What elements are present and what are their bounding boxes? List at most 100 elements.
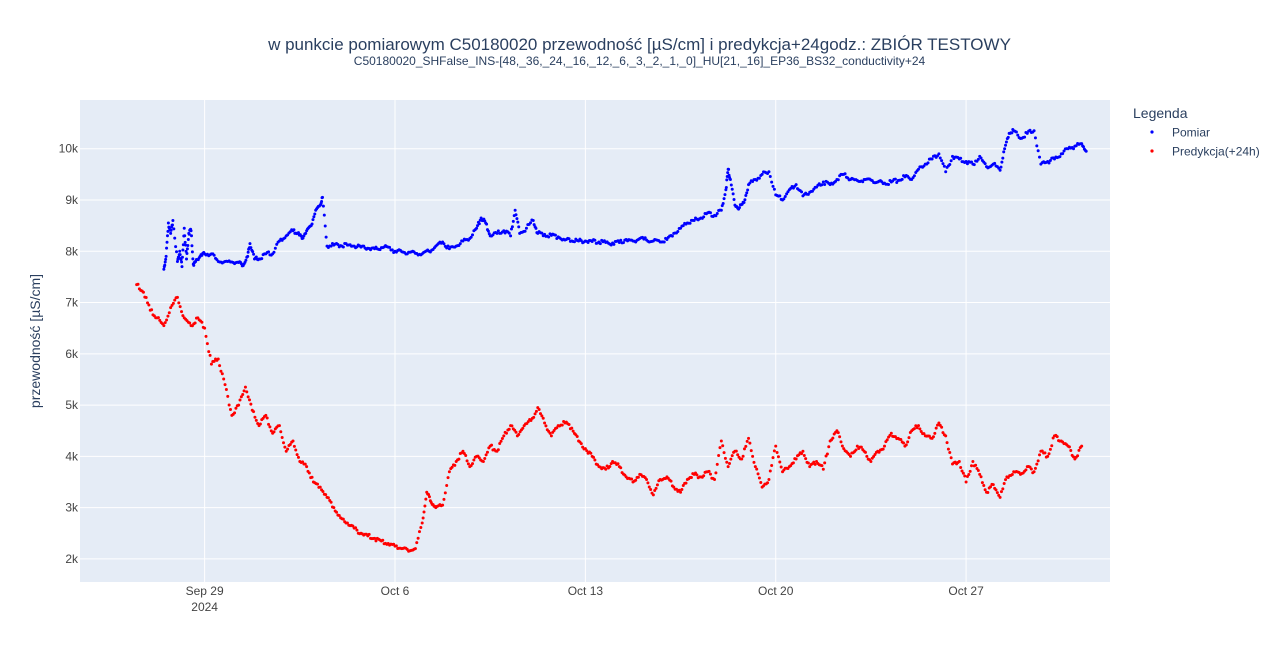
data-point bbox=[724, 188, 728, 192]
data-point bbox=[324, 493, 328, 497]
data-point bbox=[246, 250, 250, 254]
data-point bbox=[804, 457, 808, 461]
data-point bbox=[723, 456, 727, 460]
data-point bbox=[471, 233, 475, 237]
legend-item-predykcja[interactable]: Predykcja(+24h) bbox=[1150, 145, 1260, 159]
data-point bbox=[843, 172, 847, 176]
data-point bbox=[465, 459, 469, 463]
data-point bbox=[757, 176, 761, 180]
data-point bbox=[243, 385, 247, 389]
data-point bbox=[767, 477, 771, 481]
data-point bbox=[726, 465, 730, 469]
data-point bbox=[976, 157, 980, 161]
data-point bbox=[496, 229, 500, 233]
data-point bbox=[477, 456, 481, 460]
data-point bbox=[571, 429, 575, 433]
data-point bbox=[498, 442, 502, 446]
data-point bbox=[466, 462, 470, 466]
data-point bbox=[669, 479, 673, 483]
data-point bbox=[779, 465, 783, 469]
data-point bbox=[888, 433, 892, 437]
data-point bbox=[771, 456, 775, 460]
data-point bbox=[748, 441, 752, 445]
data-point bbox=[169, 231, 173, 235]
x-tick-label: Oct 20 bbox=[758, 584, 794, 598]
data-point bbox=[553, 233, 557, 237]
data-point bbox=[286, 447, 290, 451]
data-point bbox=[335, 510, 339, 514]
data-point bbox=[775, 450, 779, 454]
data-point bbox=[544, 424, 548, 428]
data-point bbox=[521, 426, 525, 430]
grid-lines bbox=[80, 100, 1110, 582]
data-point bbox=[458, 242, 462, 246]
data-point bbox=[233, 411, 237, 415]
data-point bbox=[915, 426, 919, 430]
data-point bbox=[904, 443, 908, 447]
data-point bbox=[394, 544, 398, 548]
data-point bbox=[304, 231, 308, 235]
data-point bbox=[729, 457, 733, 461]
chart-title: w punkcie pomiarowym C50180020 przewodno… bbox=[267, 35, 1011, 54]
data-point bbox=[447, 470, 451, 474]
data-point bbox=[483, 457, 487, 461]
y-tick-label: 5k bbox=[65, 398, 79, 412]
data-point bbox=[723, 193, 727, 197]
data-point bbox=[532, 415, 536, 419]
data-point bbox=[181, 314, 185, 318]
data-point bbox=[949, 456, 953, 460]
data-point bbox=[749, 449, 753, 453]
legend-item-pomiar[interactable]: Pomiar bbox=[1150, 126, 1210, 140]
data-point bbox=[885, 438, 889, 442]
data-point bbox=[500, 436, 504, 440]
data-point bbox=[877, 450, 881, 454]
data-point bbox=[495, 231, 499, 235]
data-point bbox=[767, 170, 771, 174]
data-point bbox=[839, 440, 843, 444]
data-point bbox=[922, 432, 926, 436]
data-point bbox=[967, 473, 971, 477]
data-point bbox=[1048, 159, 1052, 163]
data-point bbox=[849, 454, 853, 458]
data-point bbox=[986, 491, 990, 495]
data-point bbox=[190, 250, 194, 254]
data-point bbox=[191, 257, 195, 261]
data-point bbox=[579, 239, 583, 243]
data-point bbox=[313, 212, 317, 216]
data-point bbox=[486, 229, 490, 233]
data-point bbox=[173, 236, 177, 240]
data-point bbox=[292, 444, 296, 448]
data-point bbox=[708, 211, 712, 215]
data-point bbox=[744, 444, 748, 448]
data-point bbox=[173, 298, 177, 302]
data-point bbox=[446, 476, 450, 480]
data-point bbox=[883, 444, 887, 448]
data-point bbox=[178, 305, 182, 309]
data-point bbox=[1080, 444, 1084, 448]
data-point bbox=[476, 224, 479, 228]
data-point bbox=[621, 241, 625, 245]
data-point bbox=[674, 487, 678, 491]
data-point bbox=[540, 414, 544, 418]
data-point bbox=[752, 460, 756, 464]
data-point bbox=[171, 301, 175, 305]
data-point bbox=[464, 454, 468, 458]
data-point bbox=[180, 260, 184, 264]
data-point bbox=[179, 258, 183, 262]
data-point bbox=[269, 429, 273, 433]
data-point bbox=[812, 460, 816, 464]
data-point bbox=[1051, 436, 1055, 440]
x-tick-year-label: 2024 bbox=[191, 600, 218, 614]
data-point bbox=[1055, 435, 1059, 439]
data-point bbox=[608, 465, 612, 469]
data-point bbox=[275, 242, 279, 246]
data-point bbox=[186, 238, 190, 242]
data-point bbox=[654, 486, 658, 490]
data-point bbox=[329, 500, 333, 504]
data-point bbox=[485, 222, 489, 226]
data-point bbox=[165, 318, 169, 322]
data-point bbox=[1002, 481, 1006, 485]
y-tick-label: 9k bbox=[65, 193, 79, 207]
data-point bbox=[931, 435, 935, 439]
data-point bbox=[900, 177, 904, 181]
